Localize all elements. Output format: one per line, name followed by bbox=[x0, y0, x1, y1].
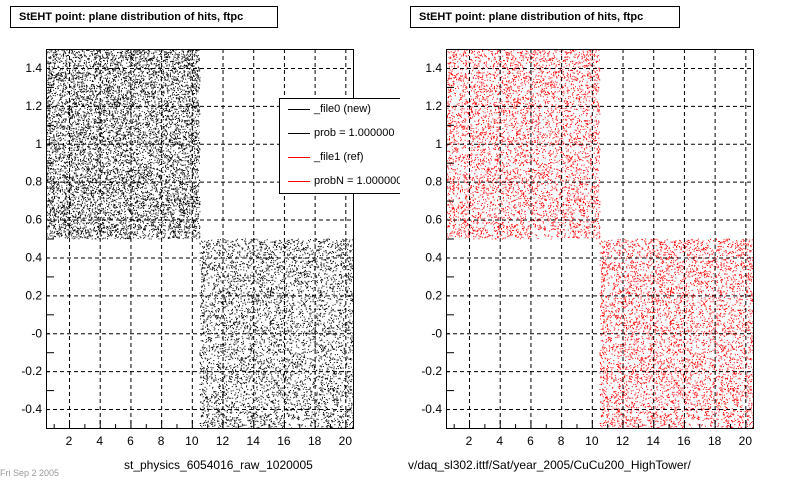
y-tick-label: -0 bbox=[31, 326, 42, 340]
y-tick-label: 0.2 bbox=[425, 288, 442, 302]
right-chart-title: StEHT point: plane distribution of hits,… bbox=[410, 6, 680, 28]
y-tick-label: -0.2 bbox=[421, 364, 442, 378]
ticks bbox=[446, 49, 747, 429]
x-tick-label: 4 bbox=[96, 434, 103, 448]
legend-entry-file1: _file1 (ref) bbox=[280, 148, 400, 166]
right-scatter-plot: 2 4 6 8 10 12 14 16 18 20 -0.4 -0.2 -0 0.2 0.4 0.6 0.8 1 1… bbox=[421, 49, 754, 448]
legend-swatch bbox=[288, 181, 310, 182]
legend-label: _file0 (new) bbox=[314, 103, 371, 115]
legend-swatch bbox=[288, 157, 310, 158]
y-tick-label: 0.8 bbox=[425, 175, 442, 189]
grid bbox=[446, 49, 753, 428]
legend-swatch bbox=[288, 133, 310, 134]
x-tick-label: 18 bbox=[708, 434, 722, 448]
x-tick-label: 12 bbox=[616, 434, 630, 448]
x-tick-label: 16 bbox=[277, 434, 291, 448]
legend-entry-prob: prob = 1.000000 bbox=[280, 124, 400, 142]
left-scatter-plot: 2 4 6 8 10 12 14 16 18 20 -0.4 -0.2 -0 0.2 0.4 0.6 0.8 1 1… bbox=[21, 49, 354, 448]
x-tick-label: 14 bbox=[247, 434, 261, 448]
y-tick-label: 0.6 bbox=[25, 213, 42, 227]
y-tick-label: -0.4 bbox=[21, 402, 42, 416]
footer-timestamp: Fri Sep 2 2005 bbox=[0, 468, 60, 478]
legend-entry-probn: probN = 1.000000 bbox=[280, 172, 400, 190]
y-tick-label: 1.4 bbox=[25, 61, 42, 75]
x-tick-label: 14 bbox=[647, 434, 661, 448]
x-tick-label: 4 bbox=[496, 434, 503, 448]
left-chart-panel: 2 4 6 8 10 12 14 16 18 20 -0.4 -0.2 -0 0.2 0.4 0.6 0.8 1 1… bbox=[10, 6, 400, 472]
y-tick-label: 0.4 bbox=[425, 250, 442, 264]
y-tick-label: -0.2 bbox=[21, 364, 42, 378]
y-tick-label: 1.2 bbox=[425, 99, 442, 113]
x-tick-label: 8 bbox=[558, 434, 565, 448]
right-x-axis-label: v/daq_sl302.ittf/Sat/year_2005/CuCu200_H… bbox=[408, 458, 691, 472]
x-tick-label: 6 bbox=[127, 434, 134, 448]
legend: _file0 (new) prob = 1.000000 _file1 (ref… bbox=[279, 98, 400, 194]
y-tick-label: 1 bbox=[35, 137, 42, 151]
left-chart-title: StEHT point: plane distribution of hits,… bbox=[10, 6, 278, 28]
x-tick-label: 12 bbox=[216, 434, 230, 448]
ticks bbox=[46, 49, 347, 429]
y-tick-label: 0.4 bbox=[25, 250, 42, 264]
y-tick-label: -0 bbox=[431, 326, 442, 340]
x-tick-label: 8 bbox=[158, 434, 165, 448]
y-tick-label: 1 bbox=[435, 137, 442, 151]
x-tick-label: 2 bbox=[66, 434, 73, 448]
x-tick-label: 2 bbox=[466, 434, 473, 448]
y-tick-label: 1.2 bbox=[25, 99, 42, 113]
x-tick-label: 20 bbox=[339, 434, 353, 448]
y-tick-label: 1.4 bbox=[425, 61, 442, 75]
y-tick-label: 0.2 bbox=[25, 288, 42, 302]
x-tick-label: 10 bbox=[585, 434, 599, 448]
x-tick-label: 20 bbox=[739, 434, 753, 448]
y-tick-label: -0.4 bbox=[421, 402, 442, 416]
x-tick-label: 10 bbox=[185, 434, 199, 448]
legend-label: _file1 (ref) bbox=[314, 151, 364, 163]
legend-swatch bbox=[288, 109, 310, 110]
x-tick-label: 16 bbox=[677, 434, 691, 448]
x-tick-label: 6 bbox=[527, 434, 534, 448]
right-chart-panel: 2 4 6 8 10 12 14 16 18 20 -0.4 -0.2 -0 0.2 0.4 0.6 0.8 1 1… bbox=[400, 0, 800, 480]
y-tick-label: 0.8 bbox=[25, 175, 42, 189]
x-tick-label: 18 bbox=[308, 434, 322, 448]
legend-label: prob = 1.000000 bbox=[314, 127, 395, 139]
legend-label: probN = 1.000000 bbox=[314, 175, 400, 187]
left-x-axis-label: st_physics_6054016_raw_1020005 bbox=[124, 458, 313, 472]
legend-entry-file0: _file0 (new) bbox=[280, 100, 400, 118]
y-tick-label: 0.6 bbox=[425, 213, 442, 227]
